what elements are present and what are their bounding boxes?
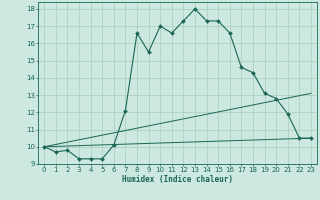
X-axis label: Humidex (Indice chaleur): Humidex (Indice chaleur) [122, 175, 233, 184]
